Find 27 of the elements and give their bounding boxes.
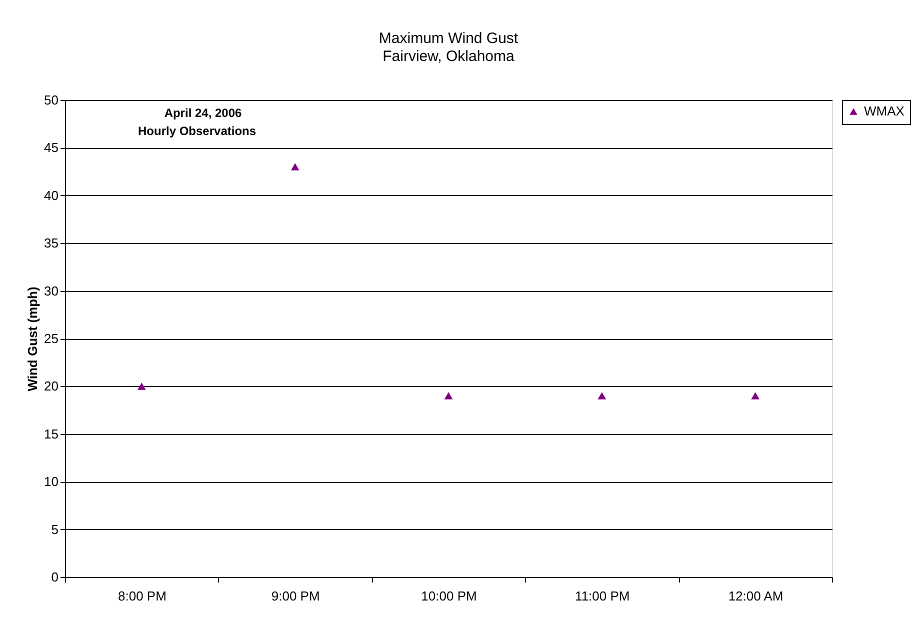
x-tick-label: 8:00 PM bbox=[118, 588, 166, 604]
y-tick-label: 20 bbox=[44, 378, 58, 394]
annotation: Hourly Observations bbox=[138, 124, 256, 138]
point bbox=[751, 392, 760, 400]
y-tick-label: 40 bbox=[44, 188, 58, 203]
legend-label: WMAX bbox=[864, 104, 905, 118]
point bbox=[290, 163, 300, 170]
x-tick-label: 10:00 PM bbox=[421, 588, 477, 604]
point bbox=[138, 382, 146, 390]
y-tick-label: 45 bbox=[44, 140, 58, 156]
x-tick-label: 12:00 AM bbox=[728, 588, 784, 604]
x-tick-label: 11:00 PM bbox=[575, 588, 630, 604]
y-tick-label: 15 bbox=[44, 426, 58, 442]
y-tick-label: 25 bbox=[44, 331, 58, 346]
y-tick-label: 5 bbox=[51, 522, 58, 537]
y-tick-label: 30 bbox=[44, 283, 58, 298]
y-tick-label: 50 bbox=[44, 92, 58, 108]
y-tick-label: 10 bbox=[44, 474, 58, 490]
y-tick-label: 0 bbox=[51, 570, 58, 584]
point bbox=[598, 392, 606, 400]
chart-subtitle: Fairview, Oklahoma bbox=[382, 48, 516, 65]
y-tick-label: 35 bbox=[44, 236, 58, 251]
chart-title: Maximum Wind Gust bbox=[378, 30, 519, 47]
point bbox=[444, 392, 453, 400]
x-tick-label: 9:00 PM bbox=[271, 588, 320, 604]
annotation: April 24, 2006 bbox=[164, 106, 242, 120]
y-axis-title: Wind Gust (mph) bbox=[25, 286, 40, 392]
